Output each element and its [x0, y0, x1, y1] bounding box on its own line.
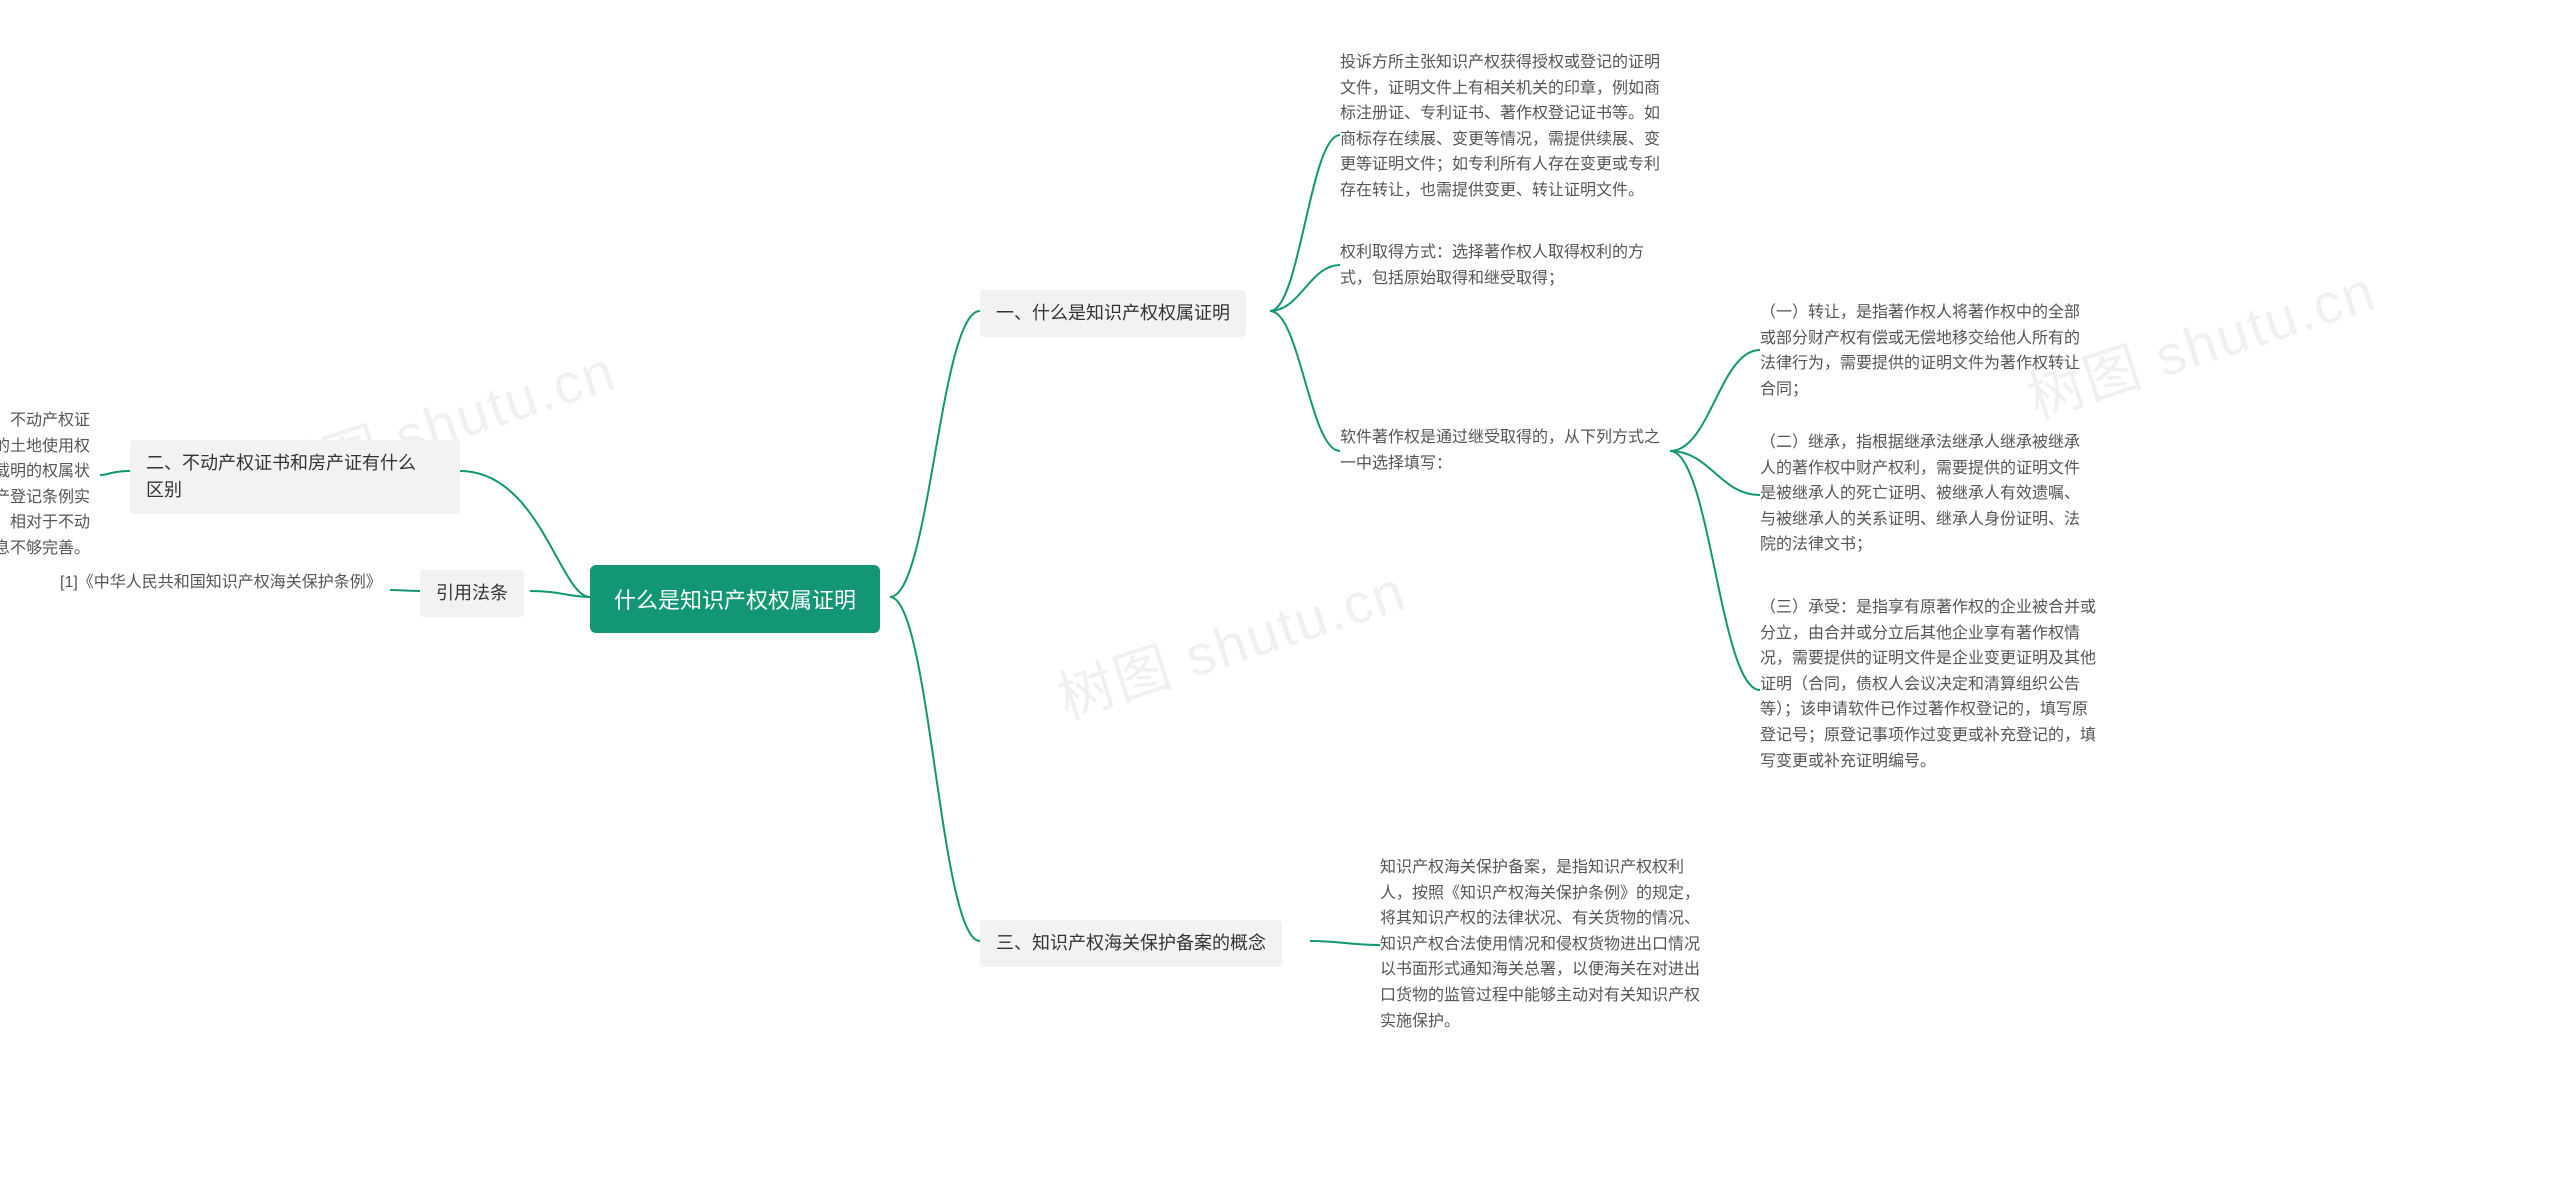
leaf-l1a: 根据我国物权法及相关法律规定，不动产权证书，是将房屋所有权及房屋所属的土地使用权… [0, 408, 100, 562]
connector [1270, 265, 1340, 311]
leaf-l2a: [1]《中华人民共和国知识产权海关保护条例》 [60, 570, 390, 596]
connector [1670, 451, 1760, 495]
root-node[interactable]: 什么是知识产权权属证明 [590, 565, 880, 633]
branch-l2-label: 引用法条 [436, 583, 508, 603]
connector [100, 471, 130, 475]
leaf-r1c1: （一）转让，是指著作权人将著作权中的全部或部分财产权有偿或无偿地移交给他人所有的… [1760, 300, 2090, 402]
connector [890, 311, 980, 597]
branch-r2-label: 三、知识产权海关保护备案的概念 [996, 933, 1266, 953]
branch-r2[interactable]: 三、知识产权海关保护备案的概念 [980, 920, 1282, 967]
connector [1670, 350, 1760, 451]
connector [390, 590, 420, 591]
watermark-2: 树图 shutu.cn [1046, 546, 1415, 735]
branch-l1[interactable]: 二、不动产权证书和房产证有什么区别 [130, 440, 460, 514]
branch-r1-label: 一、什么是知识产权权属证明 [996, 303, 1230, 323]
branch-l1-label: 二、不动产权证书和房产证有什么区别 [146, 453, 416, 500]
connector [1310, 941, 1380, 945]
leaf-r1c: 软件著作权是通过继受取得的，从下列方式之一中选择填写： [1340, 425, 1670, 476]
connector [890, 597, 980, 941]
leaf-r1b: 权利取得方式：选择著作权人取得权利的方式，包括原始取得和继受取得； [1340, 240, 1670, 291]
connector [1270, 311, 1340, 451]
branch-r1[interactable]: 一、什么是知识产权权属证明 [980, 290, 1246, 337]
connector [1270, 135, 1340, 311]
leaf-r1a: 投诉方所主张知识产权获得授权或登记的证明文件，证明文件上有相关机关的印章，例如商… [1340, 50, 1670, 204]
leaf-r2a: 知识产权海关保护备案，是指知识产权权利人，按照《知识产权海关保护条例》的规定，将… [1380, 855, 1710, 1034]
leaf-r1c3: （三）承受：是指享有原著作权的企业被合并或分立，由合并或分立后其他企业享有著作权… [1760, 595, 2100, 774]
branch-l2[interactable]: 引用法条 [420, 570, 524, 617]
leaf-r1c2: （二）继承，指根据继承法继承人继承被继承人的著作权中财产权利，需要提供的证明文件… [1760, 430, 2090, 558]
connector [530, 591, 590, 597]
connector [1670, 451, 1760, 690]
